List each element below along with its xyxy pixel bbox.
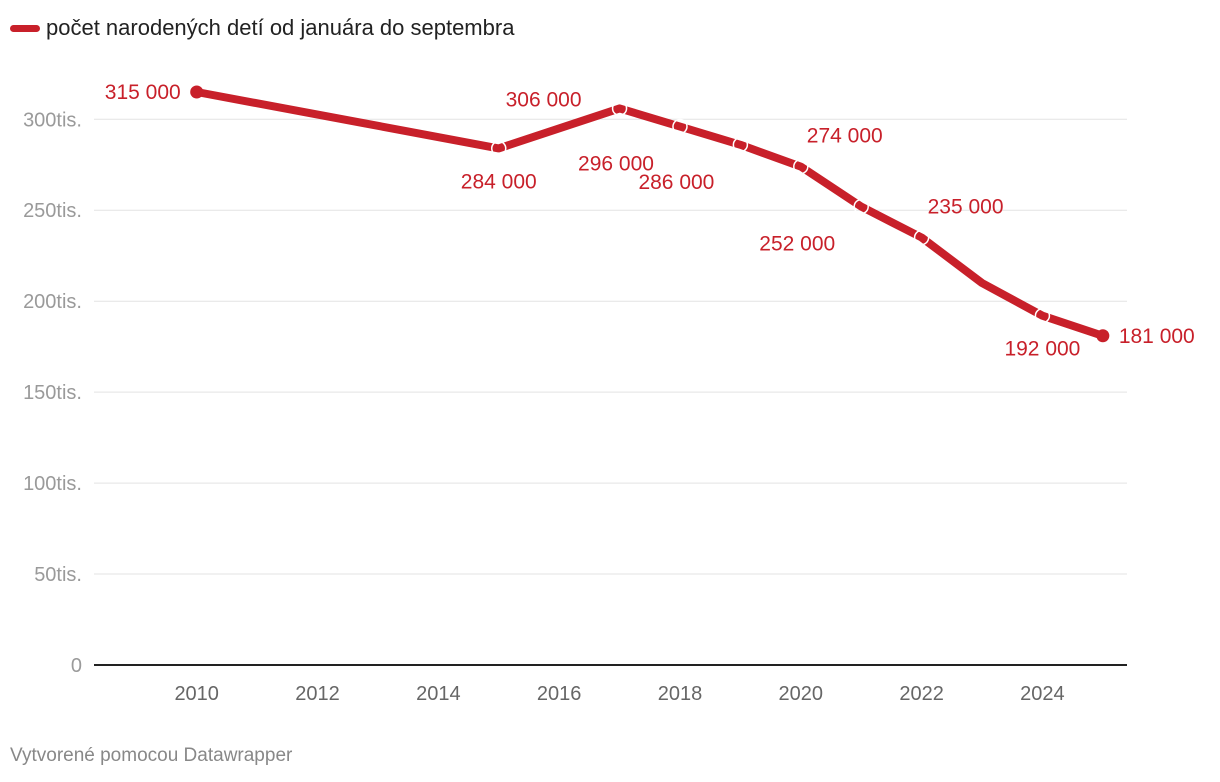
- data-point-marker: [732, 137, 749, 153]
- data-label: 252 000: [759, 233, 835, 256]
- x-tick-label: 2024: [1020, 683, 1065, 705]
- data-point-marker: [611, 100, 628, 117]
- credit-text: Vytvorené pomocou Datawrapper: [10, 745, 293, 766]
- y-tick-label: 300tis.: [23, 109, 82, 131]
- legend-label: počet narodených detí od januára do sept…: [46, 15, 515, 40]
- y-tick-label: 0: [71, 655, 82, 677]
- line-chart: 0 50tis. 100tis. 150tis. 200tis. 250tis. 300ti…: [23, 81, 1195, 705]
- data-label: 315 000: [105, 81, 181, 104]
- data-point-marker: [490, 140, 507, 157]
- data-label: 306 000: [506, 88, 582, 111]
- y-tick-label: 250tis.: [23, 200, 82, 222]
- data-point-marker: [1034, 307, 1051, 324]
- data-point-marker: [672, 118, 688, 135]
- data-label: 181 000: [1119, 325, 1195, 348]
- data-label: 286 000: [638, 171, 714, 194]
- y-tick-label: 150tis.: [23, 382, 82, 404]
- series-line: [192, 88, 1107, 340]
- x-axis: 2010 2012 2014 2016 2018 2020 2022 2024: [94, 664, 1127, 705]
- data-markers: [190, 85, 1110, 343]
- data-label: 284 000: [461, 170, 537, 193]
- data-point-marker: [190, 85, 204, 99]
- data-label: 274 000: [807, 125, 883, 148]
- data-point-marker: [1096, 329, 1110, 343]
- x-tick-label: 2010: [174, 683, 219, 705]
- legend-swatch: [10, 24, 40, 32]
- data-point-marker: [793, 158, 809, 175]
- y-axis: 0 50tis. 100tis. 150tis. 200tis. 250tis. 300ti…: [23, 109, 82, 677]
- x-tick-label: 2022: [899, 683, 944, 705]
- y-tick-label: 100tis.: [23, 473, 82, 495]
- data-label: 192 000: [1004, 338, 1080, 361]
- data-point-marker: [853, 198, 869, 215]
- x-tick-label: 2012: [295, 683, 340, 705]
- data-point-marker: [913, 229, 930, 246]
- grid-lines: [94, 118, 1127, 575]
- y-tick-label: 200tis.: [23, 291, 82, 313]
- x-tick-label: 2018: [658, 683, 703, 705]
- x-tick-label: 2014: [416, 683, 461, 705]
- x-tick-label: 2016: [537, 683, 582, 705]
- x-tick-label: 2020: [779, 683, 824, 705]
- series-path: [192, 88, 1107, 340]
- data-label: 235 000: [928, 196, 1004, 219]
- data-label: 296 000: [578, 153, 654, 176]
- chart-legend: počet narodených detí od januára do sept…: [10, 14, 514, 42]
- y-tick-label: 50tis.: [34, 564, 82, 586]
